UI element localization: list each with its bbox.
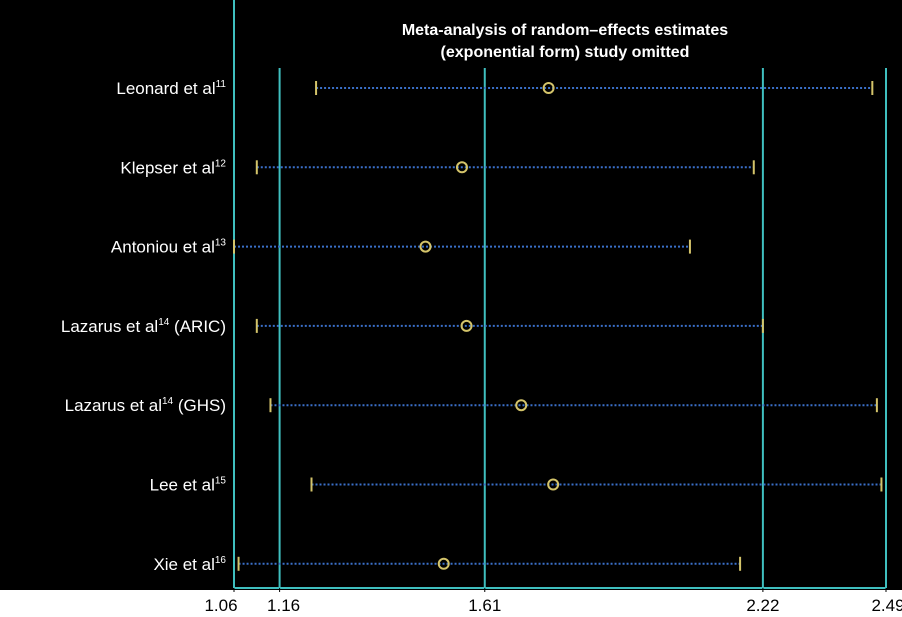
study-row-4: Lazarus et al14 (GHS): [65, 396, 878, 415]
chart-title-line-1: Meta-analysis of random–effects estimate…: [402, 22, 728, 39]
study-label: Xie et al16: [153, 555, 226, 574]
study-reference: 13: [215, 238, 227, 249]
study-label: Lee et al15: [150, 476, 227, 495]
study-name: Xie et al: [153, 555, 214, 574]
study-reference: 14: [158, 317, 170, 328]
study-label: Lazarus et al14 (ARIC): [61, 317, 226, 336]
study-cohort: (ARIC): [169, 317, 226, 336]
study-name: Antoniou et al: [111, 238, 215, 257]
study-rows: Leonard et al11 Klepser et al12 Antoniou e…: [61, 79, 883, 574]
reference-lines: [233, 0, 887, 588]
study-row-6: Xie et al16: [153, 555, 742, 574]
study-row-3: Lazarus et al14 (ARIC): [61, 317, 764, 336]
point-estimate: [542, 82, 555, 94]
study-label: Lazarus et al14 (GHS): [65, 396, 226, 415]
x-tick-labels: 1.06 1.16 1.61 2.22 2.49: [204, 596, 902, 615]
study-reference: 12: [215, 158, 227, 169]
study-row-0: Leonard et al11: [116, 79, 874, 98]
x-tick-label-3: 2.22: [746, 596, 779, 615]
plot-background: [0, 0, 902, 590]
study-reference: 15: [215, 476, 227, 487]
x-tick-label-0: 1.06: [204, 596, 237, 615]
chart-title-line-2: (exponential form) study omitted: [441, 44, 690, 61]
x-tick-label-2: 1.61: [468, 596, 501, 615]
point-estimate: [455, 161, 468, 174]
x-tick-label-4: 2.49: [871, 596, 902, 615]
study-label: Klepser et al12: [120, 158, 226, 177]
study-name: Klepser et al: [120, 158, 215, 177]
point-estimate: [515, 399, 528, 412]
study-name: Lee et al: [150, 476, 215, 495]
x-tick-label-1: 1.16: [267, 596, 300, 615]
point-estimate: [460, 319, 473, 332]
study-row-1: Klepser et al12: [120, 158, 755, 177]
study-name: Lazarus et al: [65, 396, 162, 415]
study-name: Leonard et al: [116, 79, 215, 98]
study-reference: 16: [215, 555, 227, 566]
study-row-5: Lee et al15: [150, 476, 883, 495]
study-reference: 11: [216, 79, 227, 90]
point-estimate: [419, 240, 432, 253]
study-row-2: Antoniou et al13: [111, 238, 691, 257]
study-label: Leonard et al11: [116, 79, 226, 98]
point-estimate: [547, 478, 560, 491]
x-axis: [233, 587, 887, 592]
point-estimate: [437, 557, 450, 570]
study-reference: 14: [162, 396, 174, 407]
study-name: Lazarus et al: [61, 317, 158, 336]
study-cohort: (GHS): [173, 396, 226, 415]
study-label: Antoniou et al13: [111, 238, 227, 257]
